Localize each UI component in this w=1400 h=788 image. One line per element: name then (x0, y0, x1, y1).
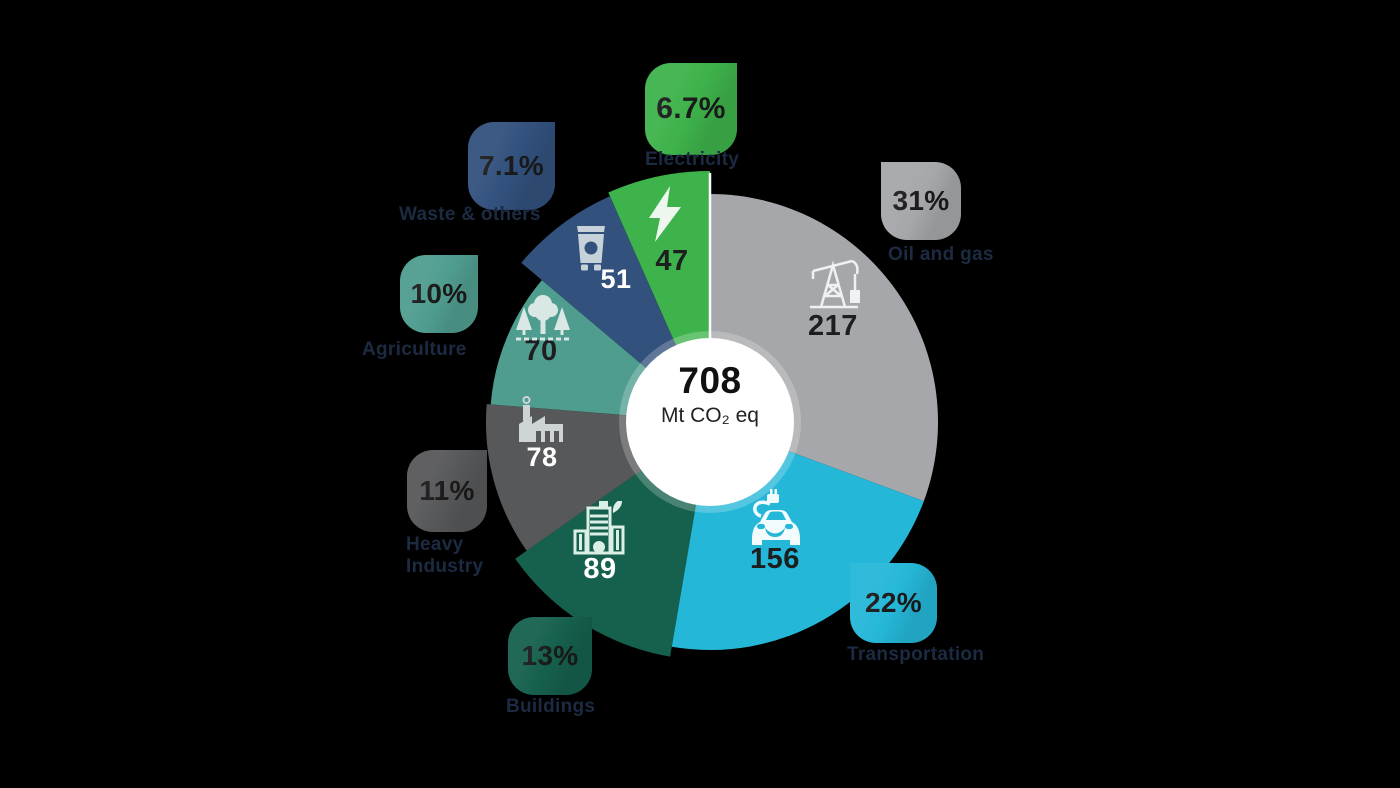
badge-electricity: 6.7% (645, 63, 737, 155)
value-transportation: 156 (750, 543, 800, 575)
badge-waste-others-pct: 7.1% (478, 150, 545, 181)
label-electricity: Electricity (645, 149, 740, 170)
badge-heavy-industry: 11% (407, 450, 487, 532)
badge-oil-and-gas: 31% (881, 162, 961, 240)
factory-icon (519, 396, 563, 442)
oil-pumpjack-icon (810, 259, 860, 309)
badge-buildings: 13% (508, 617, 592, 695)
label-heavy-industry: Heavy Industry (406, 534, 484, 577)
value-electricity: 47 (655, 245, 689, 277)
badge-transportation: 22% (850, 563, 937, 643)
value-heavy-industry: 78 (526, 442, 558, 472)
total-value: 708 (678, 360, 742, 401)
badge-agriculture: 10% (400, 255, 478, 333)
value-waste-others: 51 (600, 264, 632, 294)
label-buildings: Buildings (506, 696, 596, 717)
label-oil-and-gas: Oil and gas (888, 244, 994, 265)
label-transportation: Transportation (847, 644, 985, 665)
electric-car-icon (752, 489, 800, 545)
trees-icon (516, 295, 570, 341)
value-oil-and-gas: 217 (808, 310, 858, 342)
badge-buildings-pct: 13% (521, 640, 579, 671)
label-waste-others: Waste & others (399, 204, 541, 225)
badge-electricity-pct: 6.7% (656, 92, 726, 125)
badge-agriculture-pct: 10% (410, 278, 468, 309)
badge-heavy-industry-pct: 11% (419, 475, 475, 506)
badge-transportation-pct: 22% (865, 587, 922, 618)
badge-oil-and-gas-pct: 31% (892, 185, 950, 216)
badge-waste-others: 7.1% (468, 122, 555, 210)
waste-bin-icon (577, 226, 605, 271)
chart-center-label: 708 Mt CO₂ eq (630, 360, 790, 428)
total-unit: Mt CO₂ eq (660, 404, 759, 427)
buildings-icon (573, 501, 625, 555)
center-circle (626, 338, 794, 506)
lightning-icon (649, 186, 681, 242)
label-agriculture: Agriculture (362, 339, 467, 360)
value-buildings: 89 (583, 553, 617, 585)
